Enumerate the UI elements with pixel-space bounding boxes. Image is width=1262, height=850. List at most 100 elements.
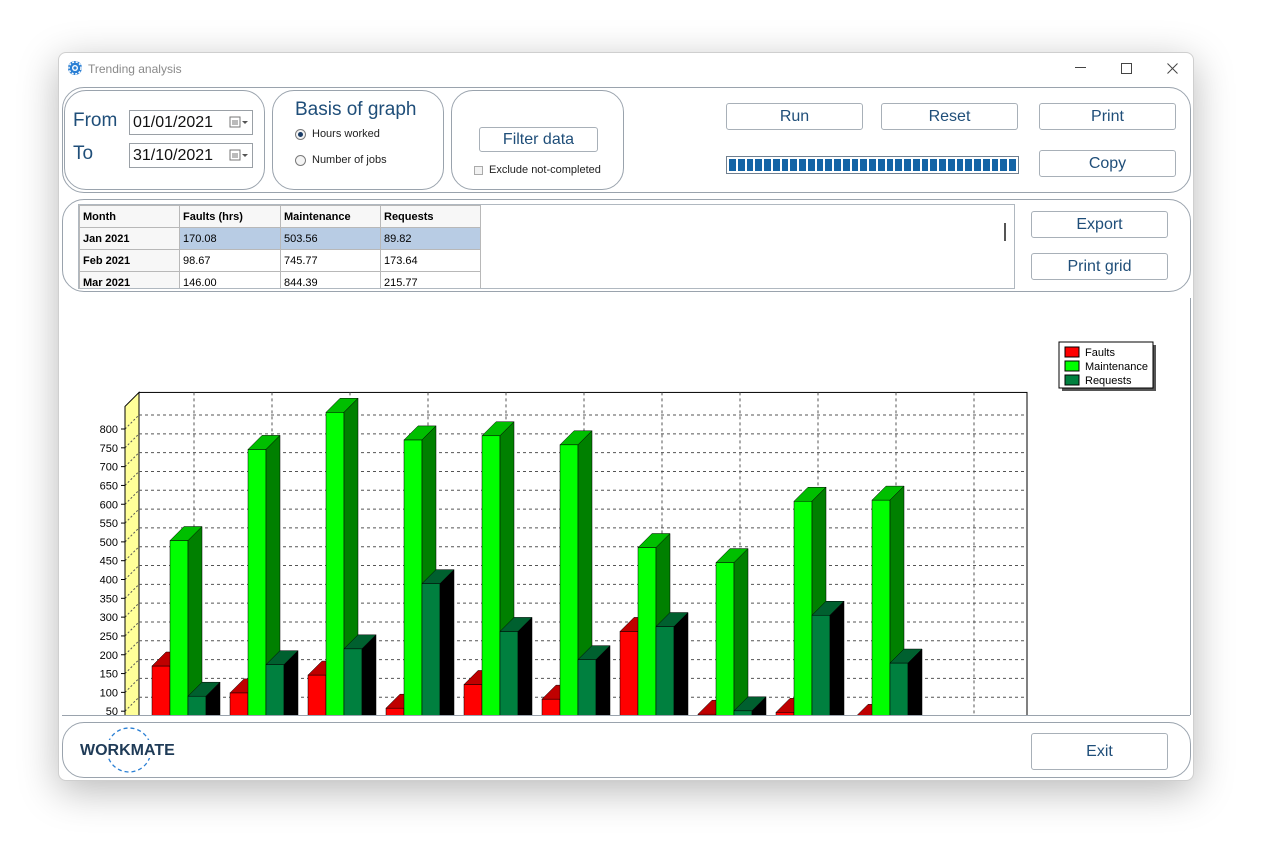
bar-front-requests [265, 664, 285, 715]
gridline-left-wall [124, 414, 140, 430]
column-header[interactable]: Maintenance [280, 205, 381, 228]
progress-segment [1000, 159, 1007, 171]
exclude-not-completed-checkbox[interactable]: Exclude not-completed [474, 164, 601, 176]
trend-chart: 0501001502002503003504004505005506006507… [100, 341, 1156, 715]
hours-worked-radio[interactable]: Hours worked [295, 128, 380, 140]
progress-segment [886, 159, 894, 171]
exclude-not-completed-label: Exclude not-completed [489, 164, 601, 176]
bottom-separator [62, 715, 1190, 716]
table-cell: 844.39 [280, 271, 381, 288]
progress-segment [764, 159, 771, 171]
column-header[interactable]: Month [79, 205, 180, 228]
bar-front-maintenance [403, 439, 423, 715]
table-cell: 98.67 [179, 249, 281, 272]
bar-front-faults [619, 631, 639, 715]
bar-front-requests [421, 583, 441, 715]
progress-segment [991, 159, 999, 171]
progress-segment [860, 159, 867, 171]
gridline-left-wall [124, 640, 140, 656]
y-tick-label: 150 [100, 669, 118, 681]
to-date-field[interactable]: 31/10/2021 [129, 143, 253, 168]
table-cell: Mar 2021 [79, 271, 180, 288]
y-tick-label: 800 [100, 424, 118, 436]
hours-worked-label: Hours worked [312, 128, 380, 140]
basis-of-graph-panel: Basis of graph Hours worked Number of jo… [272, 90, 444, 190]
bar-front-maintenance [325, 412, 345, 715]
close-button[interactable] [1149, 53, 1195, 83]
gridline-left-wall [124, 565, 140, 580]
progress-segment [904, 159, 911, 171]
column-header[interactable]: Faults (hrs) [179, 205, 281, 228]
y-tick-label: 550 [100, 518, 118, 530]
y-tick-label: 50 [106, 706, 118, 715]
logo-text: WORKMATE [80, 742, 175, 759]
gridline-left-wall [124, 583, 140, 599]
exit-button[interactable]: Exit [1031, 733, 1168, 770]
number-of-jobs-label: Number of jobs [312, 154, 387, 166]
gridline-left-wall [124, 659, 140, 674]
window-title: Trending analysis [88, 62, 182, 76]
bar-side-maintenance [733, 547, 749, 715]
table-row[interactable]: Jan 2021 170.08 503.56 89.82 [79, 227, 481, 250]
filter-panel: Filter data Exclude not-completed [451, 90, 624, 190]
to-label: To [73, 143, 94, 164]
bar-side-requests [595, 645, 611, 715]
run-button[interactable]: Run [726, 103, 863, 130]
progress-segment [781, 159, 789, 171]
minimize-button[interactable] [1057, 53, 1103, 83]
y-tick-label: 350 [100, 593, 118, 605]
bar-front-maintenance [715, 562, 735, 715]
bar-side-requests [439, 569, 455, 715]
bar-front-maintenance [871, 499, 891, 715]
gridline-left-wall [124, 546, 140, 562]
from-date-field[interactable]: 01/01/2021 [129, 110, 253, 135]
bar-side-requests [283, 650, 299, 715]
table-cell: 89.82 [380, 227, 481, 250]
footer-panel [62, 722, 1191, 778]
grid-scrollbar-thumb[interactable] [1004, 223, 1006, 241]
export-button[interactable]: Export [1031, 211, 1168, 238]
maximize-button[interactable] [1103, 53, 1149, 83]
progress-segment [930, 159, 937, 171]
number-of-jobs-radio[interactable]: Number of jobs [295, 154, 387, 166]
progress-bar [726, 156, 1019, 174]
print-grid-button[interactable]: Print grid [1031, 253, 1168, 280]
data-grid[interactable]: Month Faults (hrs) Maintenance Requests … [78, 204, 1015, 289]
table-row[interactable]: Feb 2021 98.67 745.77 173.64 [79, 249, 481, 272]
bar-front-faults [385, 707, 405, 715]
progress-segment [965, 159, 972, 171]
progress-segment [816, 159, 824, 171]
progress-segment [947, 159, 955, 171]
print-button[interactable]: Print [1039, 103, 1176, 130]
bar-front-requests [811, 614, 831, 715]
bar-front-faults [151, 665, 171, 715]
bar-front-requests [187, 695, 207, 715]
calendar-dropdown-icon[interactable] [228, 114, 250, 131]
from-label: From [73, 110, 118, 131]
bar-front-requests [343, 648, 363, 715]
gear-app-icon [68, 61, 82, 75]
progress-segment [939, 159, 946, 171]
date-range-panel: From To 01/01/2021 31/10/2021 [64, 90, 265, 190]
reset-button[interactable]: Reset [881, 103, 1018, 130]
progress-segment [755, 159, 762, 171]
table-row[interactable]: Mar 2021 146.00 844.39 215.77 [79, 271, 481, 288]
filter-data-button[interactable]: Filter data [479, 127, 598, 152]
progress-segment [842, 159, 850, 171]
bar-front-faults [541, 698, 561, 715]
table-cell: Feb 2021 [79, 249, 180, 272]
gridline-left-wall [124, 452, 140, 467]
bar-side-requests [907, 648, 923, 715]
copy-button[interactable]: Copy [1039, 150, 1176, 177]
calendar-dropdown-icon[interactable] [228, 147, 250, 164]
gridline-left-wall [124, 489, 140, 505]
bar-side-requests [829, 600, 845, 715]
bar-front-faults [229, 692, 249, 715]
progress-segment [825, 159, 832, 171]
bar-front-requests [889, 662, 909, 715]
y-tick-label: 750 [100, 443, 118, 455]
bar-front-maintenance [169, 540, 189, 715]
bar-front-maintenance [637, 547, 657, 715]
legend-label-maintenance: Maintenance [1085, 361, 1148, 373]
column-header[interactable]: Requests [380, 205, 481, 228]
